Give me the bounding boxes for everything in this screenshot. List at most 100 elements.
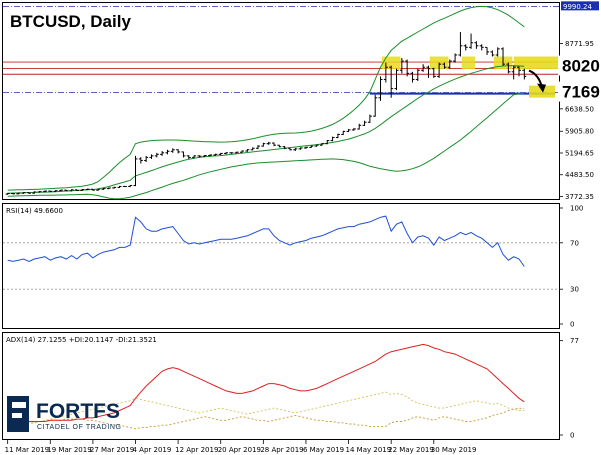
price-bar	[261, 142, 266, 147]
price-bar	[511, 65, 516, 80]
price-bar	[282, 146, 287, 150]
price-bar	[325, 139, 330, 145]
price-bar	[154, 152, 159, 158]
price-bar	[128, 184, 133, 188]
price-bar	[245, 149, 250, 152]
price-bar	[240, 150, 245, 153]
price-bar	[357, 123, 362, 130]
price-bar	[16, 192, 21, 195]
price-bar	[229, 152, 234, 154]
price-bar	[415, 68, 420, 81]
x-tick-label: 28 Apr 2019	[260, 446, 303, 454]
highlight-zone-0	[381, 56, 401, 70]
rsi-panel-frame	[2, 203, 560, 329]
bollinger-lower	[7, 92, 525, 200]
price-bar	[367, 114, 372, 123]
adx-line	[7, 343, 525, 424]
price-bar	[474, 41, 479, 49]
price-bar	[64, 189, 69, 192]
price-bar	[309, 145, 314, 148]
highlight-zone-right	[514, 56, 558, 70]
price-bar	[176, 149, 181, 154]
price-bar	[101, 187, 106, 190]
price-bar	[383, 62, 388, 83]
price-bar	[144, 155, 149, 163]
brand-logo-mark-cut	[12, 402, 26, 408]
price-bar	[256, 145, 261, 150]
price-bar	[138, 157, 143, 164]
price-bar	[437, 62, 442, 78]
price-bar	[192, 155, 197, 159]
price-bar	[506, 62, 511, 74]
price-bar	[160, 150, 165, 156]
axis-layer: 8020 7169 9990.24 8771.95 6638.50 5905.80 5194…	[5, 1, 601, 454]
price-bar	[501, 47, 506, 66]
rsi-tick-label: 30	[570, 286, 579, 294]
price-bar	[447, 59, 452, 69]
price-bar	[58, 189, 63, 192]
price-bar	[202, 154, 207, 158]
rsi-tick-label: 100	[570, 205, 583, 213]
reference-price-tag	[561, 1, 599, 11]
x-tick-label: 6 May 2019	[303, 446, 344, 454]
price-bar	[346, 128, 351, 133]
price-bar	[90, 188, 95, 191]
rsi-title: RSI(14) 49.6600	[6, 207, 63, 215]
brand-logo-mark-cut2	[12, 413, 22, 418]
price-bar	[53, 190, 58, 192]
price-bar	[394, 68, 399, 91]
rsi-line	[7, 215, 525, 267]
price-bar	[319, 143, 324, 146]
rsi-tick-label: 0	[570, 321, 574, 329]
price-bar	[32, 191, 37, 194]
price-bar	[463, 44, 468, 51]
x-tick-label: 22 May 2019	[388, 446, 434, 454]
price-bar	[421, 64, 426, 72]
price-bar	[431, 67, 436, 78]
brand-logo: FORTFS CITADEL OF TRADING	[7, 396, 121, 432]
price-bar	[218, 152, 223, 156]
rsi-layer	[3, 215, 559, 290]
chart-title: BTCUSD, Daily	[10, 12, 131, 31]
price-bar	[85, 188, 90, 191]
price-bar	[442, 62, 447, 69]
price-bar	[458, 32, 463, 57]
price-bar	[517, 66, 522, 77]
price-bar	[485, 46, 490, 55]
price-tick-label: 5905.80	[565, 128, 594, 136]
adx-layer	[7, 343, 525, 430]
forecast-arrow-head	[537, 83, 546, 93]
price-tick-label: 3772.35	[565, 193, 594, 201]
adx-title: ADX(14) 27.1255 +DI:20.1147 -DI:21.3521	[6, 336, 157, 344]
price-bar	[106, 187, 111, 190]
price-bar	[117, 185, 122, 188]
price-bar	[21, 191, 26, 194]
x-tick-label: 11 Mar 2019	[5, 446, 49, 454]
price-bar	[277, 144, 282, 148]
price-bar	[48, 190, 53, 192]
price-bar	[37, 191, 42, 193]
price-bar	[181, 151, 186, 158]
price-bar	[112, 186, 117, 189]
price-bar	[170, 148, 175, 153]
adx-panel-frame	[2, 332, 560, 440]
price-bar	[362, 120, 367, 126]
price-bar	[378, 76, 383, 101]
price-bar	[298, 147, 303, 150]
adx-tick-label: 0	[570, 432, 574, 440]
price-bar	[335, 133, 340, 139]
price-bar	[490, 50, 495, 57]
price-bar	[399, 58, 404, 74]
price-bar	[495, 47, 500, 57]
price-bar	[208, 154, 213, 157]
price-bar	[522, 68, 527, 80]
price-bar	[303, 146, 308, 149]
price-bar	[405, 59, 410, 77]
reference-price-label: 9990.24	[563, 3, 592, 11]
price-bar	[213, 153, 218, 156]
price-bar	[234, 151, 239, 154]
price-bar	[133, 155, 138, 187]
rsi-tick-label: 70	[570, 239, 579, 247]
price-bar	[186, 155, 191, 159]
adx-tick-label: 77	[570, 337, 579, 345]
